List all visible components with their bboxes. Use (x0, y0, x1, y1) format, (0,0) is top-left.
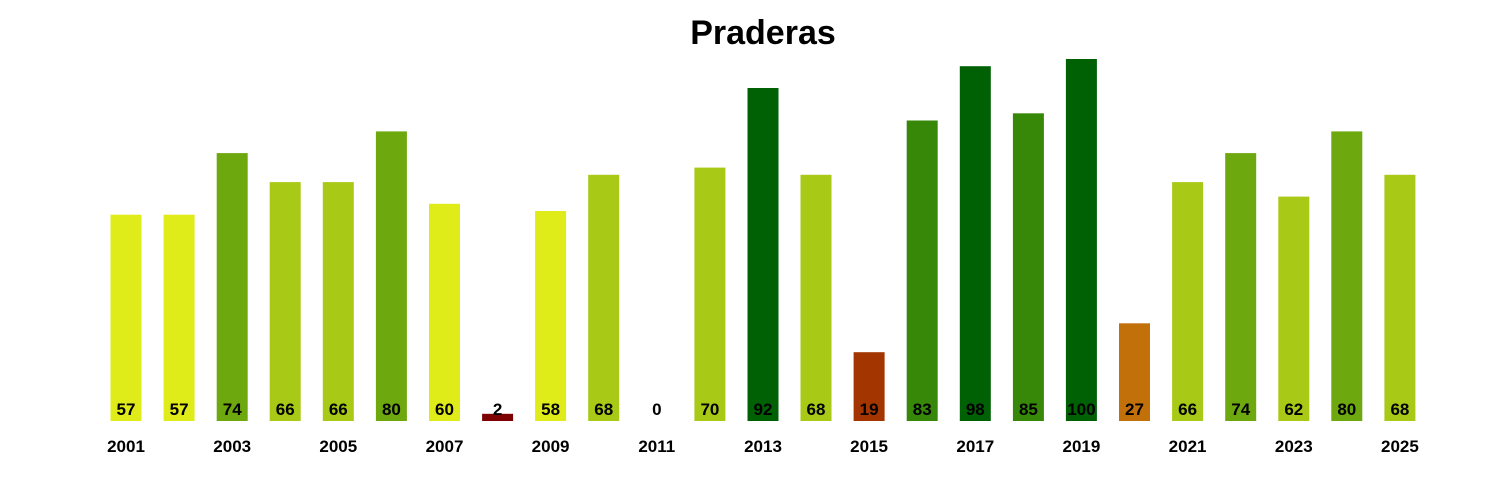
bar-2004 (269, 182, 301, 421)
x-tick-label-2009: 2009 (532, 437, 570, 456)
value-label-2021: 66 (1178, 400, 1197, 419)
value-label-2017: 98 (966, 400, 985, 419)
value-label-2024: 80 (1337, 400, 1356, 419)
value-label-2008: 2 (493, 400, 502, 419)
x-tick-label-2021: 2021 (1169, 437, 1207, 456)
x-tick-label-2007: 2007 (426, 437, 464, 456)
value-label-2015: 19 (860, 400, 879, 419)
x-tick-label-2001: 2001 (107, 437, 145, 456)
bar-2020 (1119, 323, 1150, 421)
x-tick-label-2011: 2011 (638, 437, 675, 456)
x-tick-label-2017: 2017 (956, 437, 994, 456)
bar-2021 (1172, 182, 1204, 421)
bar-2023 (1278, 196, 1310, 421)
value-label-2006: 80 (382, 400, 401, 419)
value-label-2014: 68 (807, 400, 826, 419)
bar-2008 (482, 413, 514, 421)
bar-2015 (853, 352, 885, 421)
bar-2009 (535, 211, 567, 421)
bar-2003 (216, 153, 248, 421)
bar-2002 (163, 214, 195, 421)
bar-2016 (906, 120, 938, 421)
x-tick-label-2013: 2013 (744, 437, 782, 456)
bar-2025 (1384, 174, 1416, 421)
value-label-2012: 70 (700, 400, 719, 419)
value-label-2001: 57 (117, 400, 136, 419)
bar-2010 (588, 174, 620, 421)
value-label-2004: 66 (276, 400, 295, 419)
value-label-2019: 100 (1067, 400, 1095, 419)
chart-title: Praderas (690, 14, 836, 52)
bars-group (110, 59, 1416, 422)
value-labels-group: 57 57 74 66 66 80 60 2 58 68 0 70 92 68 19 83 98 85 100 27 6… (117, 400, 1410, 419)
x-tick-label-2015: 2015 (850, 437, 888, 456)
value-label-2005: 66 (329, 400, 348, 419)
x-tick-label-2019: 2019 (1062, 437, 1100, 456)
bar-2013 (747, 88, 779, 421)
bar-2014 (800, 174, 832, 421)
value-label-2022: 74 (1231, 400, 1250, 419)
x-tick-labels-group: 2001 2003 2005 2007 2009 2011 2013 2015 2017 2019… (107, 437, 1419, 456)
bar-2022 (1225, 153, 1257, 421)
value-label-2020: 27 (1125, 400, 1144, 419)
x-tick-label-2023: 2023 (1275, 437, 1313, 456)
x-tick-label-2025: 2025 (1381, 437, 1419, 456)
value-label-2009: 58 (541, 400, 560, 419)
value-label-2016: 83 (913, 400, 932, 419)
x-tick-label-2005: 2005 (319, 437, 357, 456)
bar-2019 (1065, 59, 1097, 421)
bar-2001 (110, 214, 142, 421)
value-label-2023: 62 (1284, 400, 1303, 419)
bar-2018 (1012, 113, 1044, 422)
value-label-2018: 85 (1019, 400, 1038, 419)
value-label-2010: 68 (594, 400, 613, 419)
value-label-2013: 92 (754, 400, 773, 419)
value-label-2002: 57 (170, 400, 189, 419)
bar-2005 (322, 182, 354, 421)
value-label-2011: 0 (652, 400, 661, 419)
bar-2012 (694, 167, 726, 421)
value-label-2003: 74 (223, 400, 242, 419)
bar-2006 (375, 131, 407, 421)
bar-2007 (429, 203, 460, 421)
bar-2024 (1331, 131, 1363, 421)
value-label-2025: 68 (1390, 400, 1409, 419)
x-tick-label-2003: 2003 (213, 437, 251, 456)
bar-2017 (959, 66, 991, 421)
value-label-2007: 60 (435, 400, 454, 419)
